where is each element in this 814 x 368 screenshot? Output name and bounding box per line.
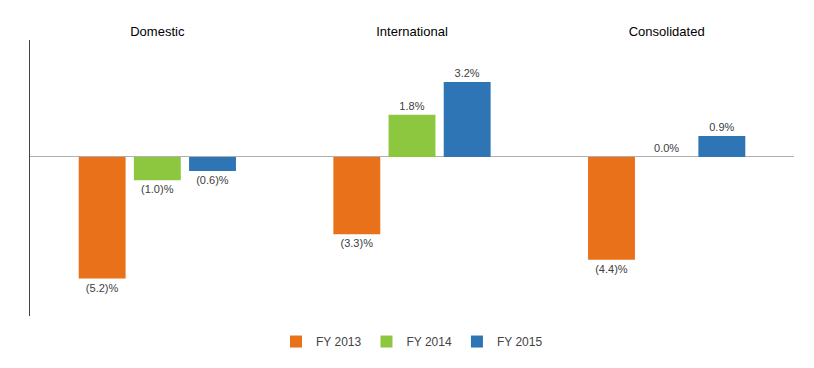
svg-text:3.2%: 3.2%	[455, 67, 480, 79]
svg-text:(0.6)%: (0.6)%	[196, 174, 229, 186]
svg-text:FY 2015: FY 2015	[497, 335, 542, 349]
svg-text:(3.3)%: (3.3)%	[341, 237, 374, 249]
svg-text:(1.0)%: (1.0)%	[141, 183, 174, 195]
svg-text:Consolidated: Consolidated	[629, 24, 705, 39]
svg-text:FY 2014: FY 2014	[406, 335, 451, 349]
svg-text:0.0%: 0.0%	[654, 142, 679, 154]
svg-text:FY 2013: FY 2013	[316, 335, 361, 349]
svg-text:Domestic: Domestic	[130, 24, 185, 39]
svg-text:(4.4)%: (4.4)%	[595, 263, 628, 275]
svg-text:1.8%: 1.8%	[399, 100, 424, 112]
svg-text:International: International	[376, 24, 448, 39]
svg-text:(5.2)%: (5.2)%	[86, 282, 119, 294]
svg-text:0.9%: 0.9%	[709, 121, 734, 133]
